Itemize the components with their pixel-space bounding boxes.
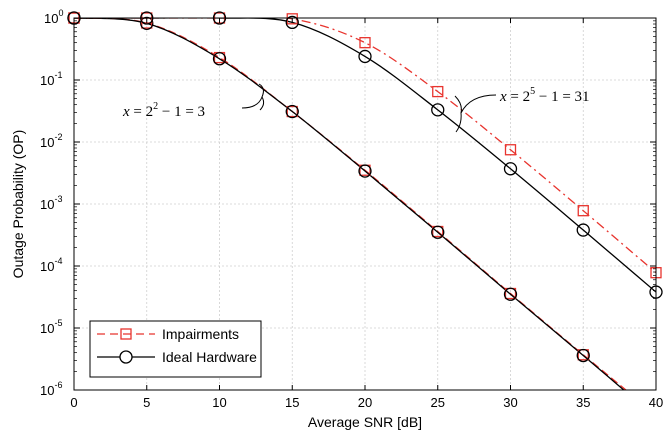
legend-ideal-label: Ideal Hardware (162, 349, 257, 365)
impairments-marker (504, 144, 517, 156)
y-tick-label: 10-6 (40, 380, 62, 398)
curves (74, 18, 656, 390)
x-tick-label: 15 (285, 395, 299, 410)
y-tick-label: 10-3 (40, 194, 62, 212)
annotation-low-brace (258, 83, 265, 111)
legend-ideal-marker (119, 350, 133, 364)
impairments-marker (359, 37, 371, 49)
y-tick-labels: 100 10-1 10-2 10-3 10-4 10-5 10-6 (40, 8, 63, 398)
x-tick-label: 10 (212, 395, 226, 410)
annotation-low-var: x (122, 104, 130, 120)
annotation-high-var: x (499, 89, 507, 105)
legend-impairments-label: Impairments (162, 326, 239, 342)
annotation-high-exp: 5 (530, 86, 535, 97)
y-tick-label: 10-4 (40, 256, 62, 274)
annotation-high-brace (454, 95, 462, 133)
y-tick-label: 100 (44, 8, 63, 26)
ideal-curve-x=3 (74, 18, 625, 390)
impairments-marker (432, 85, 444, 98)
ideal-marker (503, 287, 518, 301)
annotation-low: x = 22 − 1 = 3 (122, 83, 265, 120)
annotation-low-post: − 1 = 3 (158, 104, 205, 120)
ideal-marker (576, 348, 590, 363)
legend: Impairments Ideal Hardware (89, 320, 262, 378)
x-tick-label: 20 (358, 395, 372, 410)
annotation-high-post: − 1 = 31 (535, 89, 589, 105)
annotation-low-mid: = 2 (130, 104, 153, 120)
svg-text:x = 22 − 1 = 3: x = 22 − 1 = 3 (122, 101, 205, 120)
ideal-marker (212, 52, 227, 66)
legend-impairments-marker (120, 328, 132, 340)
x-tick-label: 40 (649, 395, 663, 410)
ideal-marker (358, 49, 372, 64)
legend-box (89, 320, 262, 378)
y-tick-label: 10-1 (40, 70, 62, 88)
y-tick-label: 10-5 (40, 318, 62, 336)
ideal-marker (285, 104, 299, 119)
annotation-high: x = 25 − 1 = 31 (454, 86, 590, 133)
y-tick-label: 10-2 (40, 132, 62, 150)
annotation-high-leader (460, 94, 497, 114)
x-tick-label: 25 (431, 395, 445, 410)
ticks (73, 17, 657, 391)
annotation-high-mid: = 2 (507, 89, 530, 105)
ideal-marker (576, 223, 590, 237)
annotation-low-leader (241, 96, 263, 109)
ideal-marker (285, 15, 299, 30)
ideal-marker (140, 16, 154, 30)
ideal-marker (358, 164, 372, 178)
x-tick-label: 5 (143, 395, 150, 410)
x-tick-label: 35 (576, 395, 590, 410)
annotation-low-exp: 2 (153, 101, 158, 112)
x-tick-label: 30 (503, 395, 517, 410)
x-axis-title: Average SNR [dB] (308, 414, 422, 430)
x-tick-labels: 0 5 10 15 20 25 30 35 40 (70, 395, 663, 410)
ideal-marker (503, 162, 518, 176)
impairments-marker (577, 205, 589, 217)
ideal-marker (431, 103, 445, 117)
ideal-marker (431, 225, 445, 239)
svg-text:x = 25 − 1 = 31: x = 25 − 1 = 31 (499, 86, 590, 105)
x-tick-label: 0 (70, 395, 77, 410)
y-axis-title: Outage Probability (OP) (10, 130, 26, 279)
impairments-marker (286, 105, 298, 118)
ideal-curve-x=31 (74, 18, 656, 293)
